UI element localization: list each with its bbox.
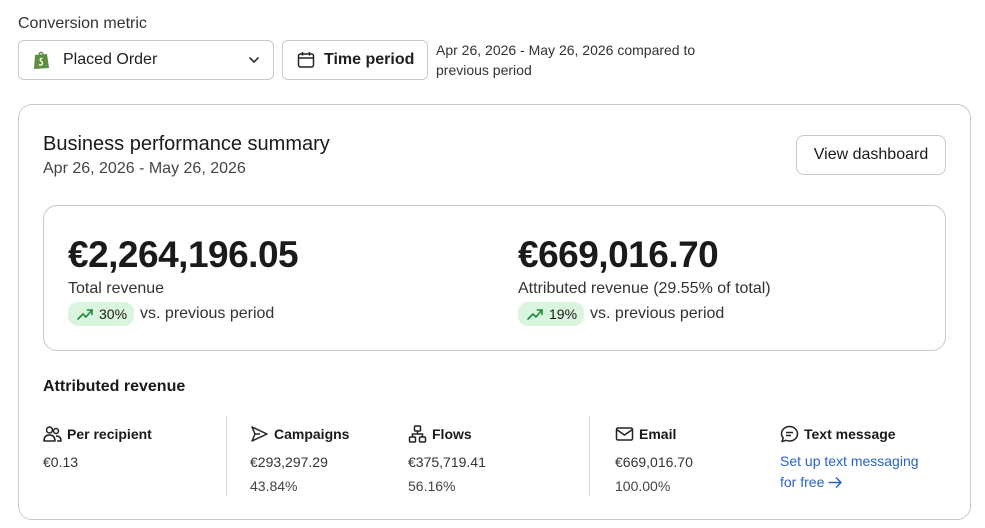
total-revenue-change: 30%: [99, 306, 128, 322]
business-performance-card: [18, 104, 971, 520]
mail-icon: [615, 427, 634, 441]
time-period-button[interactable]: Time period: [282, 40, 428, 80]
attributed-revenue-label: Attributed revenue (29.55% of total): [518, 280, 771, 297]
people-icon: [43, 426, 62, 442]
email-label: Email: [639, 426, 677, 442]
email-column: Email €669,016.70 100.00%: [615, 424, 693, 494]
total-revenue-trend: 30% vs. previous period: [68, 302, 274, 326]
send-icon: [251, 426, 268, 442]
setup-text-messaging-link-text: Set up text messaging for free: [780, 453, 919, 490]
total-revenue-change-badge: 30%: [68, 302, 135, 326]
attributed-revenue-value: €669,016.70: [518, 234, 719, 275]
campaigns-value: €293,297.29: [250, 454, 328, 470]
time-period-label: Time period: [324, 51, 415, 68]
total-revenue-value: €2,264,196.05: [68, 234, 299, 275]
setup-text-messaging-link[interactable]: Set up text messaging for free: [780, 451, 930, 493]
view-dashboard-button[interactable]: View dashboard: [796, 135, 946, 175]
trend-up-icon: [527, 309, 543, 320]
revenue-totals-panel: [43, 205, 946, 351]
flows-label: Flows: [432, 426, 472, 442]
attributed-revenue-heading: Attributed revenue: [43, 378, 186, 395]
flows-column: Flows €375,719.41 56.16%: [408, 424, 486, 494]
per-recipient-label: Per recipient: [67, 426, 152, 442]
email-value: €669,016.70: [615, 454, 693, 470]
campaigns-label: Campaigns: [274, 426, 350, 442]
email-share: 100.00%: [615, 478, 671, 494]
conversion-metric-label: Conversion metric: [18, 15, 147, 32]
conversion-metric-value: Placed Order: [63, 51, 158, 68]
calendar-icon: [297, 52, 315, 68]
comparison-date-note: Apr 26, 2026 - May 26, 2026 compared to …: [436, 42, 696, 78]
arrow-right-icon: [828, 477, 842, 488]
campaigns-share: 43.84%: [250, 478, 298, 494]
total-revenue-label: Total revenue: [68, 280, 165, 297]
flows-share: 56.16%: [408, 478, 456, 494]
attributed-revenue-change-badge: 19%: [518, 302, 585, 326]
column-divider: [589, 416, 590, 496]
attributed-revenue-vs: vs. previous period: [590, 305, 725, 322]
attributed-revenue-change: 19%: [549, 306, 578, 322]
campaigns-column: Campaigns €293,297.29 43.84%: [250, 424, 349, 494]
trend-up-icon: [77, 309, 93, 320]
card-title: Business performance summary: [43, 133, 330, 155]
total-revenue-vs: vs. previous period: [140, 305, 275, 322]
card-date-range: Apr 26, 2026 - May 26, 2026: [43, 160, 246, 177]
attributed-revenue-trend: 19% vs. previous period: [518, 302, 724, 326]
chevron-down-icon: [249, 57, 259, 63]
per-recipient-column: Per recipient €0.13: [43, 424, 152, 470]
text-message-column: Text message Set up text messaging for f…: [780, 424, 930, 493]
per-recipient-value: €0.13: [43, 454, 79, 470]
flow-icon: [408, 425, 427, 443]
flows-value: €375,719.41: [408, 454, 486, 470]
shopify-icon: [34, 51, 49, 69]
column-divider: [226, 416, 227, 496]
conversion-metric-select[interactable]: Placed Order: [18, 40, 274, 80]
text-message-label: Text message: [804, 426, 896, 442]
chat-bubble-icon: [780, 425, 799, 443]
